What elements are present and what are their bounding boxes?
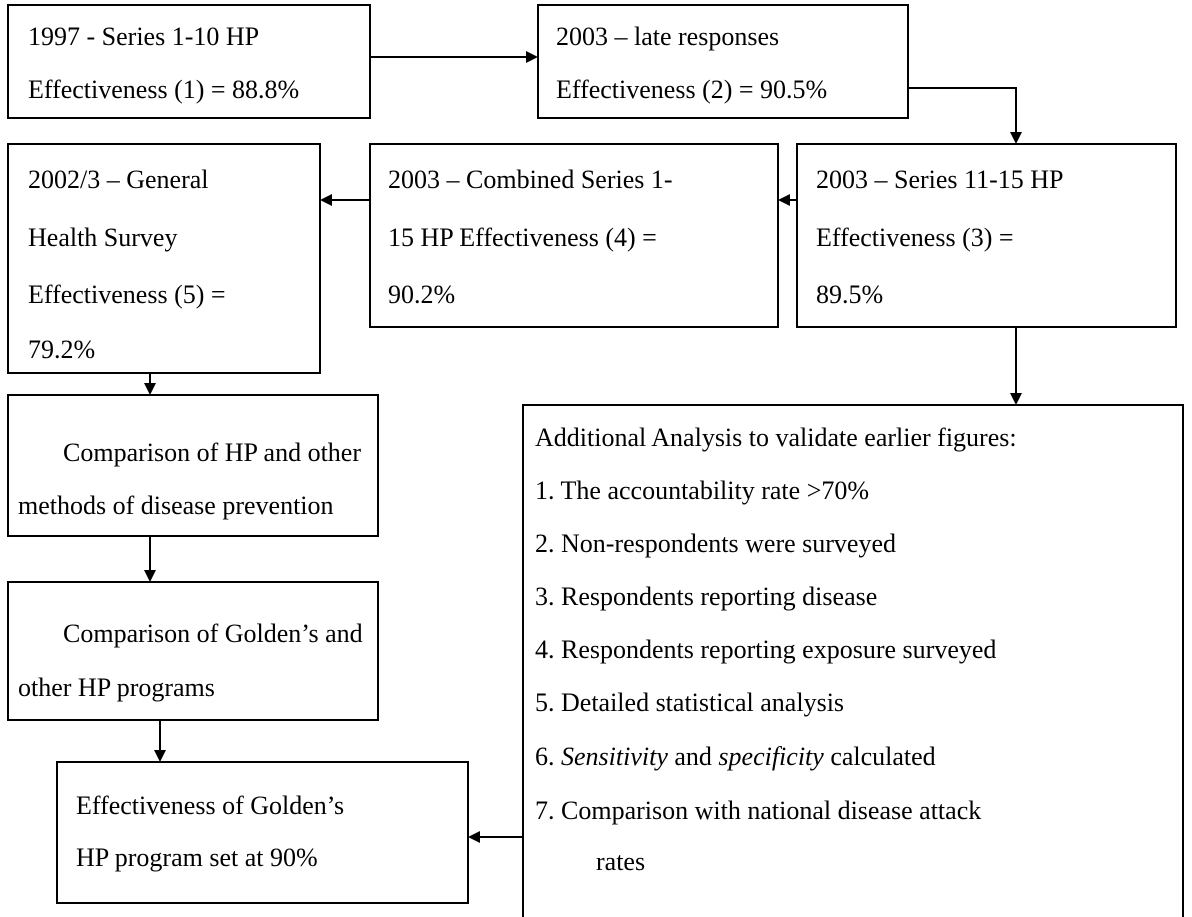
node: Additional Analysis to validate earlier … <box>522 404 1184 917</box>
list-item: rates <box>596 847 645 876</box>
node: 1997 - Series 1-10 HP Effectiveness (1) … <box>7 4 371 119</box>
label: 15 HP Effectiveness (4) = <box>388 223 657 252</box>
node: Comparison of HP and other methods of di… <box>7 394 379 537</box>
label: Effectiveness of Golden’s <box>76 791 344 820</box>
arrow-head <box>144 383 156 395</box>
text: and <box>668 742 719 771</box>
arrow-head <box>320 194 332 206</box>
label: 89.5% <box>816 280 883 309</box>
node: 2003 – Combined Series 1- 15 HP Effectiv… <box>369 143 779 328</box>
box <box>7 394 379 537</box>
box <box>7 581 379 721</box>
box <box>7 4 371 119</box>
label: Comparison of HP and other <box>63 438 361 467</box>
arrow-head <box>144 570 156 582</box>
box <box>522 404 1184 917</box>
heading: Additional Analysis to validate earlier … <box>535 423 1017 452</box>
label: 1997 - Series 1-10 HP <box>28 22 259 51</box>
arrow-head <box>468 831 480 843</box>
box <box>56 761 469 904</box>
arrow-head <box>526 51 538 63</box>
label: other HP programs <box>18 673 215 702</box>
label: 90.2% <box>388 280 455 309</box>
label: 79.2% <box>28 335 95 364</box>
label: Effectiveness (2) = 90.5% <box>556 75 827 104</box>
label: Comparison of Golden’s and <box>63 619 363 648</box>
label: HP program set at 90% <box>76 843 318 872</box>
arrow <box>908 87 1017 134</box>
node: 2003 – Series 11-15 HP Effectiveness (3)… <box>796 143 1177 328</box>
text: specificity <box>718 742 824 771</box>
label: 2003 – Combined Series 1- <box>388 165 673 194</box>
node: 2003 – late responses Effectiveness (2) … <box>537 4 909 119</box>
label: 2003 – Series 11-15 HP <box>816 165 1063 194</box>
text: Sensitivity <box>561 742 668 771</box>
box <box>796 143 1177 328</box>
list-item: 2. Non-respondents were surveyed <box>535 529 896 558</box>
list-item: 3. Respondents reporting disease <box>535 582 877 611</box>
label: Effectiveness (5) = <box>28 280 226 309</box>
arrow-head <box>1010 132 1022 144</box>
arrow-head <box>154 750 166 762</box>
box <box>7 143 321 374</box>
label: 2003 – late responses <box>556 22 779 51</box>
label: Effectiveness (3) = <box>816 223 1014 252</box>
label: methods of disease prevention <box>18 491 334 520</box>
node: 2002/3 – General Health Survey Effective… <box>7 143 321 374</box>
node: Effectiveness of Golden’s HP program set… <box>56 761 469 904</box>
label: Health Survey <box>28 223 177 252</box>
label: Effectiveness (1) = 88.8% <box>28 75 299 104</box>
box <box>369 143 779 328</box>
connectors <box>144 51 1022 843</box>
box <box>537 4 909 119</box>
label: 2002/3 – General <box>28 165 209 194</box>
list-item: 1. The accountability rate >70% <box>535 476 869 505</box>
node: Comparison of Golden’s and other HP prog… <box>7 581 379 721</box>
text: calculated <box>824 742 936 771</box>
list-item: 4. Respondents reporting exposure survey… <box>535 635 996 664</box>
arrow-head <box>1010 393 1022 405</box>
list-item: 5. Detailed statistical analysis <box>535 688 844 717</box>
list-item: 6. Sensitivity and specificity calculate… <box>535 742 936 771</box>
arrow-head <box>778 194 790 206</box>
list-item: 7. Comparison with national disease atta… <box>535 796 981 825</box>
text: 6. <box>535 742 561 771</box>
